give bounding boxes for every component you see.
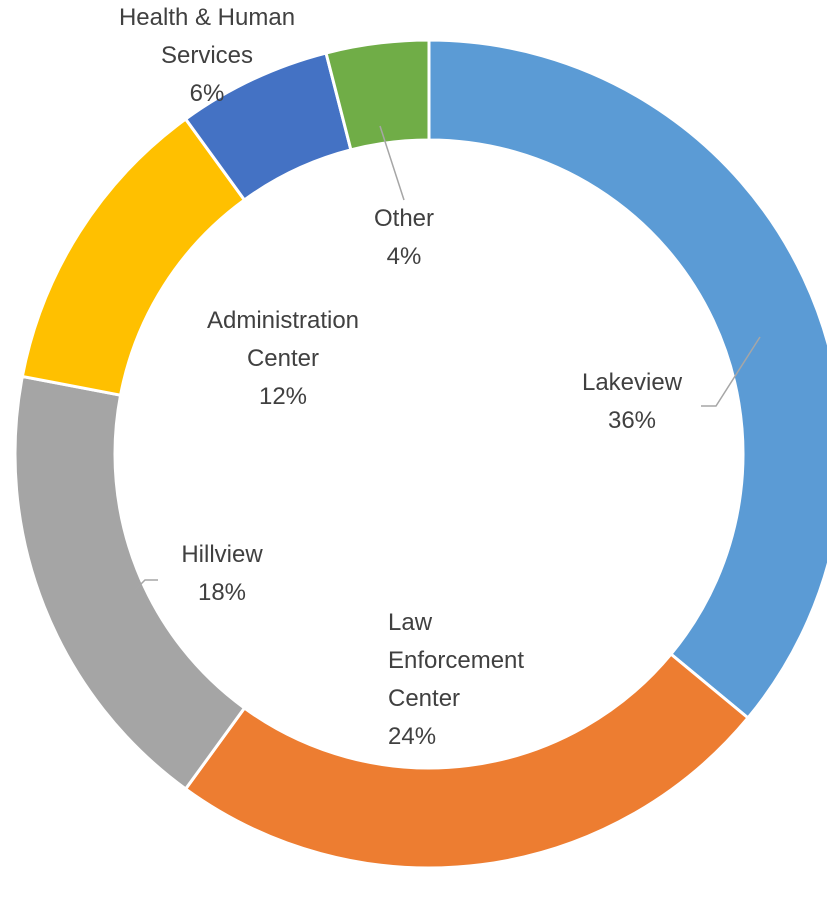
data-label-value: 36%: [608, 407, 656, 434]
slice-other: [324, 38, 431, 152]
leader-line-lakeview: [701, 336, 761, 407]
data-label-value: 18%: [198, 579, 246, 606]
data-label-category: Law: [388, 609, 433, 636]
data-label-other: Other 4%: [374, 205, 434, 270]
data-label-category: Center: [388, 685, 460, 712]
data-label-health-human-services: Health & Human Services 6%: [119, 4, 295, 107]
data-label-category: Health & Human: [119, 4, 295, 31]
leader-line-other: [379, 125, 405, 201]
data-label-value: 4%: [387, 243, 422, 270]
leader-lines: [134, 125, 761, 591]
data-label-administration-center: Administration Center 12%: [207, 307, 359, 410]
slice-administration-center: [20, 116, 247, 397]
donut-slices: [13, 38, 827, 870]
data-label-category: Center: [247, 345, 319, 372]
data-label-category: Enforcement: [388, 647, 524, 674]
data-label-category: Lakeview: [582, 369, 683, 396]
data-label-law-enforcement-center: Law Enforcement Center 24%: [388, 609, 524, 750]
data-label-lakeview: Lakeview 36%: [582, 369, 683, 434]
data-label-category: Hillview: [181, 541, 263, 568]
data-label-hillview: Hillview 18%: [181, 541, 263, 606]
data-label-category: Services: [161, 42, 253, 69]
data-labels: Lakeview 36% Law Enforcement Center 24% Hillvi…: [119, 4, 683, 750]
data-label-value: 12%: [259, 383, 307, 410]
data-label-value: 6%: [190, 80, 225, 107]
data-label-category: Other: [374, 205, 434, 232]
data-label-value: 24%: [388, 723, 436, 750]
data-label-category: Administration: [207, 307, 359, 334]
slice-lakeview: [427, 38, 827, 721]
leader-line-hillview: [134, 579, 158, 591]
slice-law-enforcement-center: [183, 652, 751, 870]
